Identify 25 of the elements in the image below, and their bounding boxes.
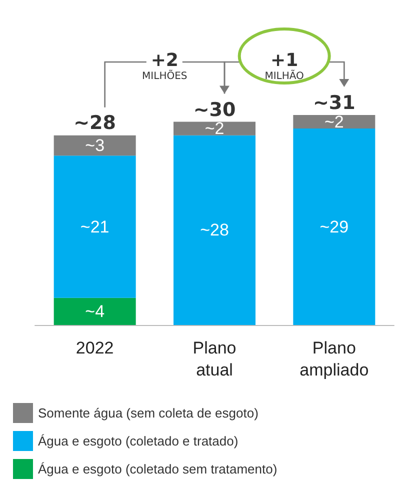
data-label: ~3 [85, 136, 105, 155]
data-label: ~21 [80, 217, 110, 236]
legend-label: Água e esgoto (coletado sem tratamento) [38, 462, 278, 476]
x-tick-label: Plano atual [192, 338, 236, 380]
total-label: ~28 [74, 112, 116, 134]
total-label: ~31 [312, 92, 356, 114]
data-label: ~4 [85, 302, 105, 321]
bar [174, 122, 256, 136]
bar [174, 135, 256, 325]
text: +2 MILHÕES [142, 50, 188, 82]
total-label: ~30 [193, 98, 236, 121]
data-label: ~2 [324, 112, 344, 132]
data-label: ~28 [200, 220, 229, 240]
bar [54, 135, 136, 156]
data-label: ~2 [204, 119, 224, 138]
bar [54, 156, 136, 298]
legend-label: Somente água (sem coleta de esgoto) [38, 406, 258, 420]
bar [54, 298, 136, 325]
legend-label: Água e esgoto (coletado e tratado) [38, 434, 238, 448]
x-tick-label: 2022 [76, 338, 114, 358]
bar [293, 128, 376, 325]
text: +1 MILHÃO [264, 50, 304, 82]
data-label: ~29 [320, 217, 349, 236]
bar [293, 115, 376, 129]
x-tick-label: Plano ampliado [300, 338, 369, 380]
